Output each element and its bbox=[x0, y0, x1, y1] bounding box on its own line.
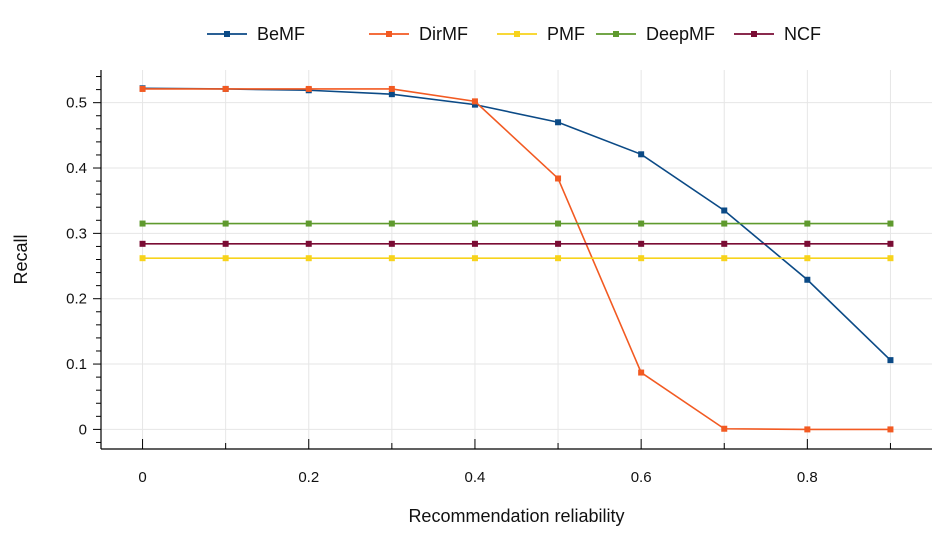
data-point bbox=[887, 240, 894, 247]
legend-label: BeMF bbox=[257, 24, 305, 44]
axes: Recommendation reliability Recall 0 0.1 0.… bbox=[11, 70, 932, 526]
x-tick-label: 0 bbox=[138, 469, 146, 486]
data-point bbox=[555, 175, 562, 182]
data-point bbox=[222, 220, 229, 227]
data-point bbox=[887, 426, 894, 433]
data-point bbox=[305, 255, 312, 262]
data-point bbox=[638, 369, 645, 376]
y-tick-label: 0.5 bbox=[66, 95, 87, 112]
legend-marker bbox=[224, 31, 230, 37]
legend-item-dirmf: DirMF bbox=[369, 24, 468, 44]
series-ncf bbox=[139, 240, 894, 247]
data-point bbox=[388, 255, 395, 262]
legend-item-pmf: PMF bbox=[497, 24, 585, 44]
x-tick-label: 0.4 bbox=[465, 469, 486, 486]
data-point bbox=[471, 101, 478, 108]
data-point bbox=[388, 240, 395, 247]
data-point bbox=[804, 426, 811, 433]
data-point bbox=[721, 240, 728, 247]
data-point bbox=[638, 220, 645, 227]
series-line bbox=[142, 88, 891, 431]
legend: BeMF DirMF PMF DeepMF NCF bbox=[207, 24, 821, 44]
data-point bbox=[139, 255, 146, 262]
data-point bbox=[638, 240, 645, 247]
data-point bbox=[555, 240, 562, 247]
legend-marker bbox=[751, 31, 757, 37]
legend-label: DeepMF bbox=[646, 24, 715, 44]
data-point bbox=[471, 98, 478, 105]
legend-label: DirMF bbox=[419, 24, 468, 44]
data-point bbox=[305, 220, 312, 227]
x-tick-label: 0.2 bbox=[298, 469, 319, 486]
data-point bbox=[721, 220, 728, 227]
data-point bbox=[305, 85, 312, 92]
legend-item-deepmf: DeepMF bbox=[596, 24, 715, 44]
legend-label: PMF bbox=[547, 24, 585, 44]
x-tick-label: 0.8 bbox=[797, 469, 818, 486]
data-point bbox=[471, 240, 478, 247]
legend-item-bemf: BeMF bbox=[207, 24, 305, 44]
data-point bbox=[721, 255, 728, 262]
x-tick-label: 0.6 bbox=[631, 469, 652, 486]
data-point bbox=[139, 85, 146, 92]
data-point bbox=[222, 85, 229, 92]
legend-marker bbox=[613, 31, 619, 37]
data-point bbox=[638, 151, 645, 158]
y-tick-label: 0 bbox=[79, 421, 87, 438]
series-dirmf bbox=[139, 85, 894, 433]
data-point bbox=[471, 255, 478, 262]
y-axis-title: Recall bbox=[11, 234, 31, 284]
data-point bbox=[887, 255, 894, 262]
legend-label: NCF bbox=[784, 24, 821, 44]
data-point bbox=[804, 255, 811, 262]
y-tick-label: 0.4 bbox=[66, 160, 87, 177]
series bbox=[139, 85, 894, 433]
data-point bbox=[388, 220, 395, 227]
legend-marker bbox=[514, 31, 520, 37]
y-tick-label: 0.3 bbox=[66, 225, 87, 242]
data-point bbox=[887, 220, 894, 227]
data-point bbox=[388, 91, 395, 98]
data-point bbox=[555, 220, 562, 227]
data-point bbox=[305, 240, 312, 247]
data-point bbox=[638, 255, 645, 262]
data-point bbox=[804, 220, 811, 227]
data-point bbox=[471, 220, 478, 227]
data-point bbox=[721, 207, 728, 214]
x-axis-title: Recommendation reliability bbox=[408, 506, 624, 526]
data-point bbox=[887, 357, 894, 364]
legend-marker bbox=[386, 31, 392, 37]
legend-item-ncf: NCF bbox=[734, 24, 821, 44]
series-deepmf bbox=[139, 220, 894, 227]
data-point bbox=[388, 85, 395, 92]
data-point bbox=[721, 425, 728, 432]
data-point bbox=[804, 240, 811, 247]
y-tick-label: 0.2 bbox=[66, 291, 87, 308]
data-point bbox=[222, 240, 229, 247]
data-point bbox=[139, 240, 146, 247]
data-point bbox=[139, 220, 146, 227]
data-point bbox=[555, 119, 562, 126]
series-pmf bbox=[139, 255, 894, 262]
data-point bbox=[222, 255, 229, 262]
y-tick-label: 0.1 bbox=[66, 356, 87, 373]
data-point bbox=[555, 255, 562, 262]
data-point bbox=[804, 276, 811, 283]
